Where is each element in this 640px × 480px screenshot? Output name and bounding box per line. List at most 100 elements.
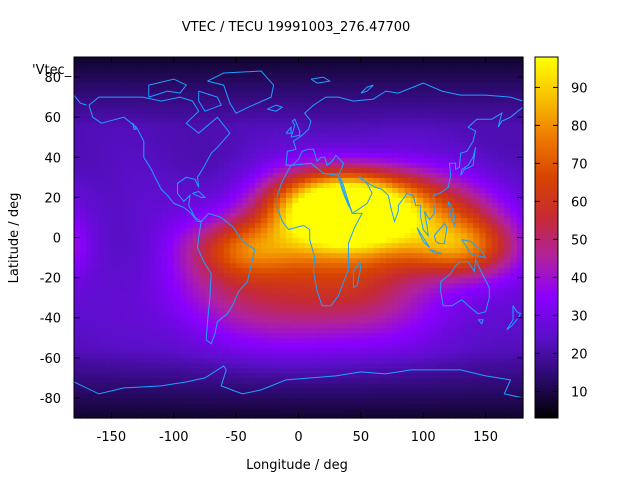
heatmap-cell	[491, 247, 499, 254]
heatmap-cell	[148, 82, 156, 88]
heatmap-cell	[173, 142, 181, 148]
heatmap-cell	[267, 247, 275, 254]
heatmap-cell	[92, 77, 100, 83]
heatmap-cell	[335, 117, 343, 123]
heatmap-cell	[286, 152, 293, 158]
heatmap-cell	[485, 127, 493, 133]
heatmap-cell	[398, 322, 406, 329]
heatmap-cell	[173, 407, 181, 414]
heatmap-cell	[105, 327, 113, 334]
heatmap-cell	[186, 137, 194, 143]
heatmap-cell	[117, 397, 125, 404]
heatmap-cell	[74, 192, 81, 198]
heatmap-cell	[186, 292, 194, 299]
heatmap-cell	[279, 412, 287, 419]
heatmap-cell	[148, 342, 156, 349]
heatmap-cell	[392, 127, 399, 133]
heatmap-cell	[211, 177, 219, 183]
heatmap-cell	[86, 82, 94, 88]
heatmap-cell	[279, 102, 287, 108]
heatmap-cell	[286, 187, 293, 193]
heatmap-cell	[335, 202, 343, 209]
heatmap-cell	[242, 77, 250, 83]
heatmap-cell	[130, 332, 137, 339]
heatmap-cell	[198, 292, 206, 299]
heatmap-cell	[173, 402, 181, 409]
heatmap-cell	[298, 102, 306, 108]
heatmap-cell	[186, 187, 194, 193]
heatmap-cell	[80, 297, 88, 304]
heatmap-cell	[74, 412, 81, 419]
heatmap-cell	[148, 92, 156, 98]
heatmap-cell	[254, 272, 262, 279]
heatmap-cell	[80, 192, 88, 198]
heatmap-cell	[416, 242, 424, 249]
heatmap-cell	[117, 72, 125, 78]
heatmap-cell	[211, 317, 219, 324]
heatmap-cell	[192, 167, 200, 173]
heatmap-cell	[123, 167, 131, 173]
heatmap-cell	[516, 372, 524, 379]
heatmap-cell	[80, 362, 88, 369]
heatmap-cell	[485, 277, 493, 284]
heatmap-cell	[385, 267, 393, 274]
heatmap-cell	[180, 292, 187, 299]
heatmap-cell	[510, 82, 518, 88]
heatmap-cell	[292, 157, 300, 163]
heatmap-cell	[473, 77, 480, 83]
heatmap-cell	[123, 122, 131, 128]
heatmap-cell	[460, 262, 468, 269]
heatmap-cell	[466, 367, 474, 374]
heatmap-cell	[142, 377, 150, 384]
heatmap-cell	[504, 402, 512, 409]
heatmap-cell	[310, 127, 318, 133]
heatmap-cell	[173, 287, 181, 294]
heatmap-cell	[323, 132, 331, 138]
heatmap-cell	[223, 342, 231, 349]
heatmap-cell	[80, 87, 88, 93]
heatmap-cell	[74, 147, 81, 153]
heatmap-cell	[323, 222, 331, 229]
heatmap-cell	[360, 297, 368, 304]
heatmap-cell	[142, 367, 150, 374]
heatmap-cell	[335, 282, 343, 289]
heatmap-cell	[123, 412, 131, 419]
heatmap-cell	[80, 392, 88, 399]
heatmap-cell	[473, 177, 480, 183]
heatmap-cell	[329, 302, 337, 309]
heatmap-cell	[317, 282, 325, 289]
heatmap-cell	[298, 162, 306, 168]
heatmap-cell	[398, 102, 406, 108]
heatmap-cell	[223, 317, 231, 324]
heatmap-cell	[385, 387, 393, 394]
heatmap-cell	[404, 372, 412, 379]
heatmap-cell	[335, 172, 343, 178]
heatmap-cell	[360, 352, 368, 359]
heatmap-cell	[392, 327, 399, 334]
heatmap-cell	[410, 397, 418, 404]
heatmap-cell	[360, 217, 368, 224]
heatmap-cell	[254, 282, 262, 289]
heatmap-cell	[229, 272, 237, 279]
heatmap-cell	[504, 337, 512, 344]
heatmap-cell	[236, 357, 243, 364]
heatmap-cell	[379, 147, 387, 153]
heatmap-cell	[161, 267, 169, 274]
heatmap-cell	[323, 392, 331, 399]
heatmap-cell	[379, 92, 387, 98]
heatmap-cell	[473, 82, 480, 88]
heatmap-cell	[223, 377, 231, 384]
heatmap-cell	[155, 147, 162, 153]
heatmap-cell	[273, 167, 281, 173]
heatmap-cell	[485, 197, 493, 203]
heatmap-cell	[454, 337, 462, 344]
heatmap-cell	[111, 87, 119, 93]
heatmap-cell	[404, 282, 412, 289]
heatmap-cell	[404, 267, 412, 274]
heatmap-cell	[410, 107, 418, 113]
heatmap-cell	[105, 272, 113, 279]
heatmap-cell	[441, 167, 449, 173]
heatmap-cell	[161, 357, 169, 364]
heatmap-cell	[254, 152, 262, 158]
heatmap-cell	[323, 262, 331, 269]
